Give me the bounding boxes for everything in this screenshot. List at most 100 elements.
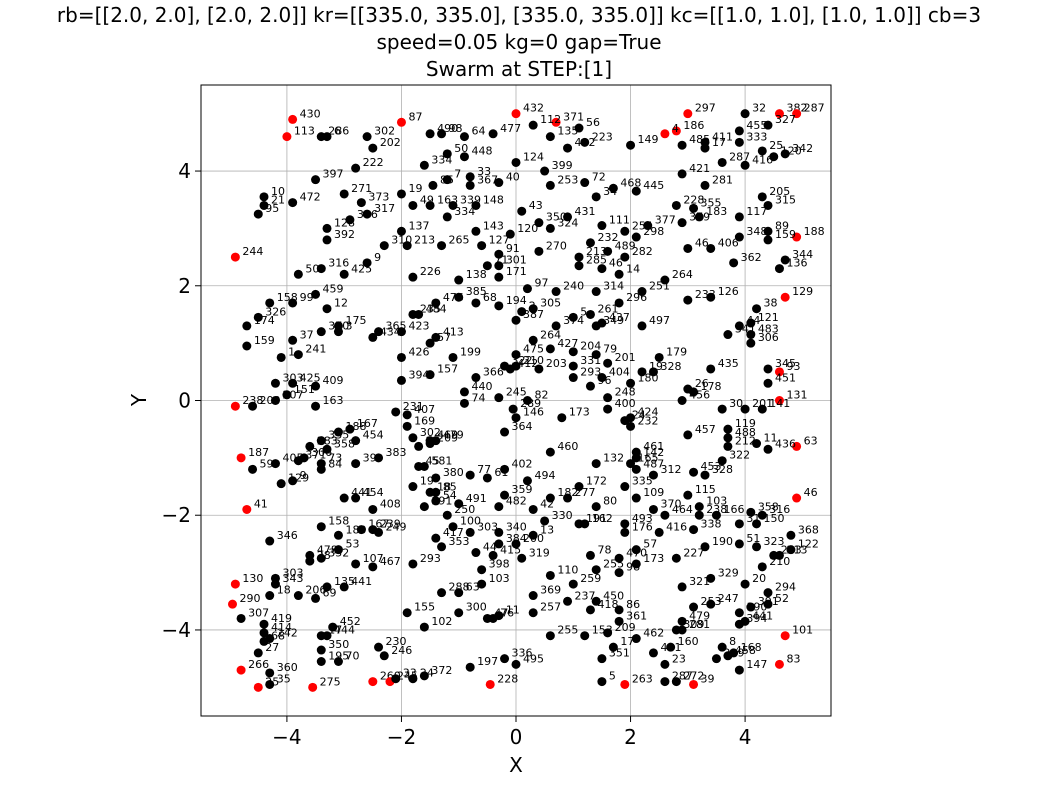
point-label: 159 — [775, 228, 796, 241]
swarm-point — [316, 657, 326, 667]
swarm-point — [666, 642, 676, 652]
swarm-point — [265, 298, 275, 308]
point-label: 394 — [408, 368, 429, 381]
swarm-point — [311, 175, 321, 185]
point-label: 1 — [288, 345, 295, 358]
point-label: 352 — [328, 546, 349, 559]
swarm-point — [425, 200, 435, 210]
swarm-point — [591, 350, 601, 360]
point-label: 2 — [529, 300, 536, 313]
swarm-point — [729, 258, 739, 268]
x-tick-label: 0 — [510, 725, 523, 749]
x-tick-label: 2 — [624, 725, 637, 749]
swarm-point — [563, 493, 573, 503]
swarm-point — [568, 361, 578, 371]
swarm-point — [431, 298, 441, 308]
swarm-point — [379, 651, 389, 661]
point-label: 251 — [649, 280, 670, 293]
point-label: 173 — [569, 406, 590, 419]
point-label: 82 — [534, 389, 548, 402]
swarm-point — [270, 396, 280, 405]
point-label: 324 — [557, 216, 578, 229]
swarm-point — [631, 186, 641, 196]
point-label: 436 — [775, 437, 796, 450]
swarm-point — [465, 470, 475, 480]
point-label: 452 — [340, 615, 361, 628]
swarm-point — [792, 109, 802, 119]
point-label: 210 — [523, 354, 544, 367]
swarm-point — [230, 579, 240, 589]
point-label: 282 — [632, 245, 653, 258]
swarm-point — [253, 682, 263, 692]
swarm-point — [694, 212, 704, 222]
swarm-point — [597, 654, 607, 664]
swarm-point — [494, 272, 504, 282]
swarm-point — [671, 200, 681, 210]
swarm-point — [677, 169, 687, 179]
swarm-point — [408, 674, 418, 684]
point-label: 300 — [466, 601, 487, 614]
swarm-point — [740, 579, 750, 589]
swarm-point — [402, 608, 412, 618]
swarm-point — [311, 381, 321, 391]
point-label: 228 — [683, 193, 704, 206]
swarm-point — [351, 436, 361, 446]
swarm-point — [465, 527, 475, 537]
swarm-point — [259, 636, 269, 646]
swarm-point — [311, 289, 321, 299]
point-label: 12 — [334, 297, 348, 310]
point-label: 306 — [357, 208, 378, 221]
point-label: 416 — [666, 520, 687, 533]
swarm-point — [706, 292, 716, 302]
point-label: 238 — [242, 394, 263, 407]
point-label: 302 — [374, 125, 395, 138]
point-label: 28 — [317, 549, 331, 562]
point-label: 30 — [729, 397, 743, 410]
swarm-point — [723, 330, 733, 340]
point-label: 44 — [483, 541, 497, 554]
point-label: 387 — [523, 308, 544, 321]
point-label: 494 — [534, 469, 555, 482]
point-label: 113 — [294, 125, 315, 138]
point-label: 483 — [758, 323, 779, 336]
point-label: 187 — [248, 446, 269, 459]
swarm-point — [769, 152, 779, 162]
swarm-point — [774, 109, 784, 119]
point-label: 203 — [546, 357, 567, 370]
swarm-point — [471, 548, 481, 558]
point-label: 235 — [420, 302, 441, 315]
swarm-point — [603, 358, 613, 368]
swarm-point — [540, 516, 550, 526]
point-label: 303 — [282, 371, 303, 384]
swarm-point — [620, 252, 630, 262]
swarm-point — [494, 539, 504, 549]
point-label: 42 — [540, 497, 554, 510]
point-label: 404 — [609, 366, 630, 379]
point-label: 86 — [626, 598, 640, 611]
point-label: 20 — [752, 572, 766, 585]
swarm-point — [459, 152, 469, 162]
swarm-point — [534, 364, 544, 374]
point-label: 493 — [632, 512, 653, 525]
point-label: 326 — [265, 305, 286, 318]
swarm-point — [402, 421, 412, 431]
swarm-point — [746, 330, 756, 340]
swarm-point — [402, 410, 412, 420]
point-label: 18 — [277, 584, 291, 597]
swarm-point — [431, 473, 441, 483]
point-label: 201 — [752, 397, 773, 410]
swarm-point — [734, 539, 744, 549]
swarm-point — [242, 321, 252, 331]
swarm-point — [780, 292, 790, 302]
point-label: 54 — [443, 489, 457, 502]
point-label: 460 — [557, 440, 578, 453]
swarm-point — [689, 467, 699, 477]
point-label: 286 — [328, 125, 349, 138]
point-label: 487 — [643, 457, 664, 470]
swarm-point — [740, 404, 750, 414]
swarm-point — [477, 565, 487, 575]
swarm-point — [786, 530, 796, 540]
swarm-point — [677, 396, 687, 405]
point-label: 372 — [431, 664, 452, 677]
point-label: 470 — [626, 546, 647, 559]
